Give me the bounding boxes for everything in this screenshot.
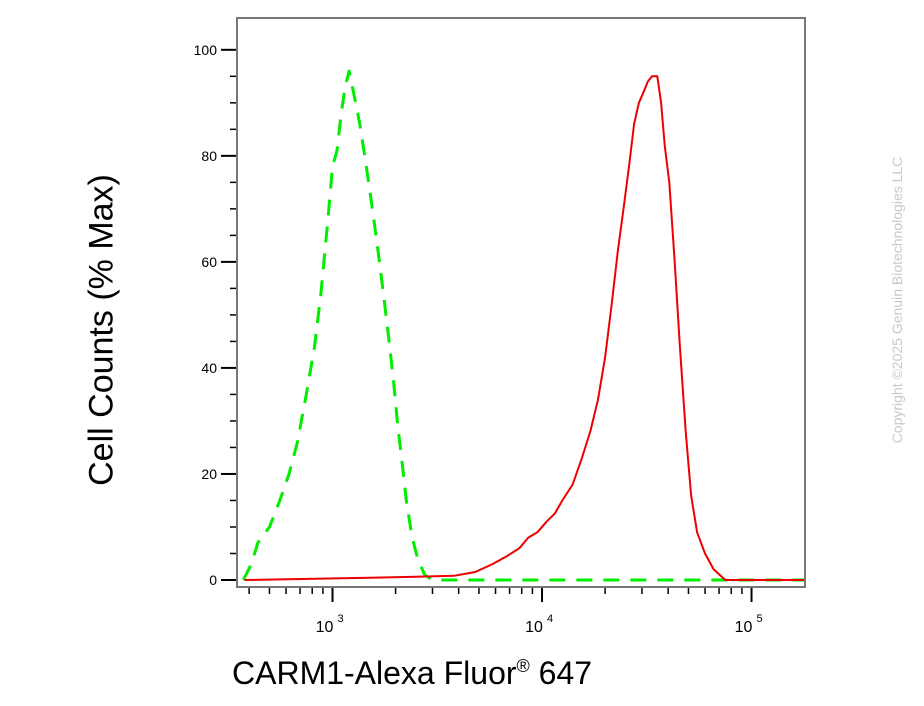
copyright-notice: Copyright ©2025 Genuin Biotechnologies L… <box>889 156 905 444</box>
registered-mark: ® <box>516 656 530 676</box>
y-tick-label: 100 <box>194 42 218 58</box>
x-tick-label: 10 <box>316 619 334 636</box>
x-axis-label-tail: 647 <box>529 655 593 691</box>
x-axis-ticks: 10 3 10 4 10 5 <box>248 587 763 636</box>
histogram-curves <box>241 69 805 582</box>
y-axis-label: Cell Counts (% Max) <box>82 174 121 486</box>
y-tick-label: 80 <box>201 148 217 164</box>
y-tick-label: 40 <box>201 360 217 376</box>
control-histogram-line <box>241 69 805 582</box>
y-axis-ticks: 0 20 40 60 80 100 <box>194 42 237 588</box>
y-tick-label: 60 <box>201 254 217 270</box>
x-tick-exponent: 5 <box>756 613 762 625</box>
x-tick-exponent: 3 <box>337 613 343 625</box>
x-axis-label: CARM1-Alexa Fluor® 647 <box>232 655 592 692</box>
sample-histogram-line <box>244 75 805 581</box>
x-tick-label: 10 <box>735 619 753 636</box>
x-axis-label-main: CARM1-Alexa Fluor <box>232 655 517 691</box>
y-tick-label: 0 <box>209 572 217 588</box>
x-tick-exponent: 4 <box>547 613 553 625</box>
plot-frame <box>236 17 806 588</box>
x-tick-label: 10 <box>525 619 543 636</box>
y-tick-label: 20 <box>201 466 217 482</box>
